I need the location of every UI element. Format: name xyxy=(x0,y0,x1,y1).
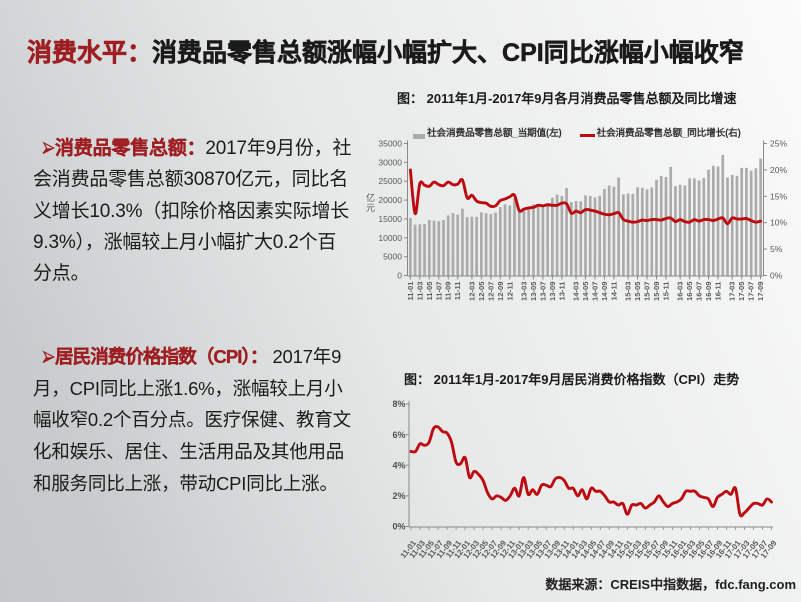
svg-text:14-11: 14-11 xyxy=(609,281,618,301)
svg-text:15-07: 15-07 xyxy=(643,282,652,301)
svg-text:15-03: 15-03 xyxy=(624,282,633,301)
svg-text:0%: 0% xyxy=(392,522,405,532)
svg-text:14-09: 14-09 xyxy=(600,282,609,301)
svg-text:2%: 2% xyxy=(392,491,405,501)
svg-text:25000: 25000 xyxy=(378,176,402,186)
svg-text:20%: 20% xyxy=(770,165,787,175)
svg-text:8%: 8% xyxy=(392,399,405,409)
svg-text:14-05: 14-05 xyxy=(581,281,590,301)
svg-text:12-11: 12-11 xyxy=(505,281,514,301)
svg-text:5%: 5% xyxy=(770,244,783,254)
svg-text:11-09: 11-09 xyxy=(444,282,453,301)
svg-text:13-03: 13-03 xyxy=(520,282,529,301)
svg-text:13-07: 13-07 xyxy=(538,282,547,301)
svg-text:11-05: 11-05 xyxy=(425,281,434,301)
svg-text:11-07: 11-07 xyxy=(434,282,443,301)
svg-text:11-11: 11-11 xyxy=(453,281,462,300)
svg-text:15000: 15000 xyxy=(378,214,402,224)
svg-text:17-07: 17-07 xyxy=(747,282,756,301)
svg-text:10000: 10000 xyxy=(378,233,402,243)
svg-text:0: 0 xyxy=(397,271,402,281)
svg-text:0%: 0% xyxy=(770,271,783,281)
svg-text:15%: 15% xyxy=(770,191,787,201)
svg-text:35000: 35000 xyxy=(378,139,402,149)
svg-text:12-03: 12-03 xyxy=(467,282,476,301)
svg-text:16-11: 16-11 xyxy=(714,281,723,301)
svg-text:20000: 20000 xyxy=(378,195,402,205)
svg-text:10%: 10% xyxy=(770,218,787,228)
svg-text:11-03: 11-03 xyxy=(415,282,424,301)
svg-text:17-03: 17-03 xyxy=(728,282,737,301)
svg-text:16-03: 16-03 xyxy=(676,282,685,301)
svg-text:15-05: 15-05 xyxy=(633,281,642,301)
svg-text:亿: 亿 xyxy=(366,192,375,203)
svg-text:11-01: 11-01 xyxy=(406,281,415,301)
svg-text:4%: 4% xyxy=(392,460,405,470)
svg-text:13-09: 13-09 xyxy=(548,282,557,301)
svg-text:16-09: 16-09 xyxy=(704,282,713,301)
svg-text:17-05: 17-05 xyxy=(737,281,746,301)
svg-text:13-05: 13-05 xyxy=(529,281,538,301)
svg-text:17-09: 17-09 xyxy=(756,282,765,301)
svg-text:12-09: 12-09 xyxy=(496,282,505,301)
svg-text:5000: 5000 xyxy=(383,252,402,262)
svg-text:14-03: 14-03 xyxy=(572,282,581,301)
svg-text:16-05: 16-05 xyxy=(685,281,694,301)
svg-text:25%: 25% xyxy=(770,139,787,149)
svg-text:30000: 30000 xyxy=(378,157,402,167)
svg-text:元: 元 xyxy=(366,203,375,213)
svg-text:16-07: 16-07 xyxy=(695,282,704,301)
svg-text:6%: 6% xyxy=(392,430,405,440)
svg-text:12-05: 12-05 xyxy=(477,281,486,301)
svg-text:13-11: 13-11 xyxy=(557,281,566,301)
svg-text:15-11: 15-11 xyxy=(662,281,671,301)
svg-text:15-09: 15-09 xyxy=(652,282,661,301)
svg-text:12-07: 12-07 xyxy=(486,282,495,301)
svg-text:14-07: 14-07 xyxy=(591,282,600,301)
